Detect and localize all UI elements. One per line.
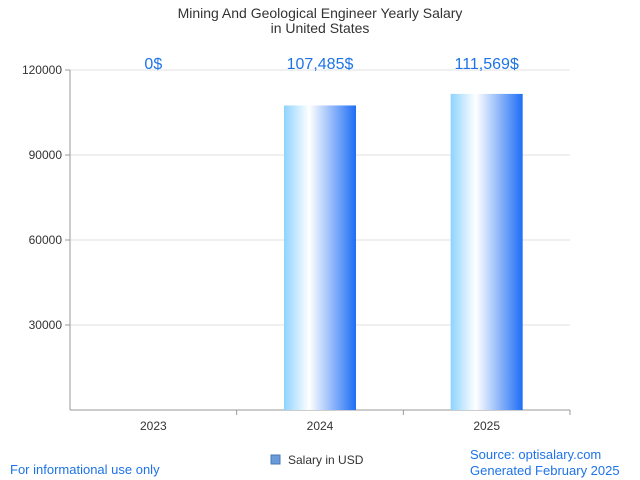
y-tick-label: 90000	[29, 148, 63, 162]
bar-2025	[450, 93, 523, 411]
legend-label: Salary in USD	[288, 453, 364, 467]
y-tick-label: 120000	[22, 63, 62, 77]
disclaimer-text: For informational use only	[10, 462, 160, 477]
source-link[interactable]: Source: optisalary.com	[470, 447, 602, 462]
chart-title-line: in United States	[271, 20, 370, 36]
legend-swatch	[270, 454, 281, 465]
x-tick-label: 2023	[140, 419, 167, 433]
x-tick-label: 2024	[307, 419, 334, 433]
generated-date: Generated February 2025	[470, 463, 620, 478]
legend: Salary in USD	[270, 453, 364, 467]
bar-2024	[284, 105, 356, 410]
y-tick-label: 60000	[29, 233, 63, 247]
data-label: 0$	[144, 56, 162, 73]
data-labels: 0$ 107,485$ 111,569$	[144, 56, 519, 73]
source-info: Source: optisalary.com Generated Februar…	[470, 447, 620, 479]
bars	[284, 93, 523, 411]
y-tick-label: 30000	[29, 318, 63, 332]
chart-title: Mining And Geological Engineer Yearly Sa…	[178, 5, 463, 36]
data-label: 107,485$	[287, 56, 354, 73]
data-label: 111,569$	[454, 56, 518, 73]
x-tick-label: 2025	[473, 419, 500, 433]
chart-title-line: Mining And Geological Engineer Yearly Sa…	[178, 5, 463, 21]
